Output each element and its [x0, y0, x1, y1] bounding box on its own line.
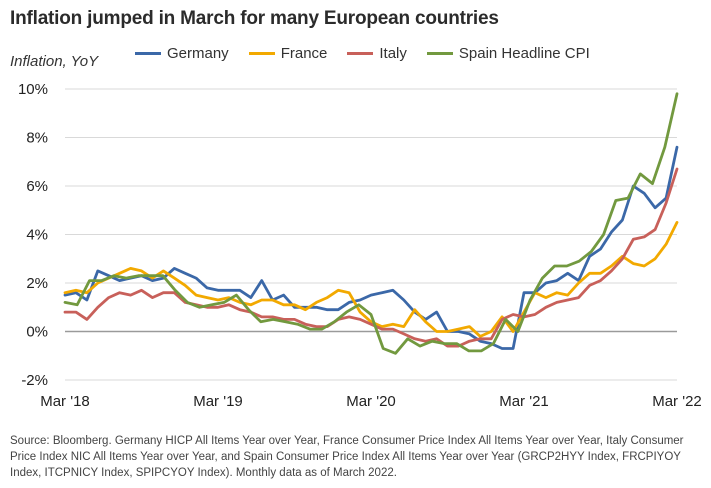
- legend-label-spain: Spain Headline CPI: [458, 45, 590, 62]
- legend: Germany France Italy Spain Headline CPI: [135, 45, 610, 62]
- source-note: Source: Bloomberg. Germany HICP All Item…: [10, 435, 684, 479]
- legend-item-germany: Germany: [135, 45, 229, 62]
- gridlines: [65, 88, 677, 381]
- legend-item-italy: Italy: [347, 45, 407, 62]
- legend-swatch-italy: [347, 52, 374, 55]
- series-line-france: [63, 220, 679, 338]
- x-tick-label: Mar '19: [193, 393, 243, 410]
- x-tick-label: Mar '21: [499, 393, 549, 410]
- legend-item-france: France: [248, 45, 328, 62]
- x-tick-label: Mar '20: [346, 393, 396, 410]
- y-axis-label: Inflation, YoY: [10, 53, 99, 70]
- series-line-italy: [63, 167, 679, 348]
- x-tick-label: Mar '22: [652, 393, 702, 410]
- y-tick-label: 4%: [26, 227, 48, 244]
- legend-label-france: France: [280, 45, 328, 62]
- y-tick-labels: -2% 0% 2% 4% 6% 8% 10%: [18, 81, 48, 389]
- legend-label-italy: Italy: [379, 45, 407, 62]
- y-tick-label: 8%: [26, 130, 48, 147]
- x-tick-label: Mar '18: [40, 393, 90, 410]
- line-chart: -2%0%2%4%6%8%10% Mar '18 Mar '19 Mar '20 Ma…: [18, 81, 702, 410]
- series-line-spain-headline-cpi: [63, 92, 679, 355]
- legend-item-spain: Spain Headline CPI: [426, 45, 590, 62]
- series-lines: [63, 92, 679, 355]
- legend-swatch-germany: [135, 52, 161, 55]
- x-tick-labels: Mar '18 Mar '19 Mar '20 Mar '21 Mar '22: [40, 393, 702, 410]
- y-tick-label: 10%: [18, 81, 48, 98]
- legend-label-germany: Germany: [167, 45, 229, 62]
- y-tick-label: 6%: [26, 178, 48, 195]
- legend-swatch-spain: [426, 52, 453, 55]
- y-tick-label: -2%: [21, 372, 48, 389]
- y-tick-label: 0%: [26, 324, 48, 341]
- legend-swatch-france: [248, 52, 275, 55]
- y-tick-label: 2%: [26, 275, 48, 292]
- chart-title: Inflation jumped in March for many Europ…: [10, 8, 499, 29]
